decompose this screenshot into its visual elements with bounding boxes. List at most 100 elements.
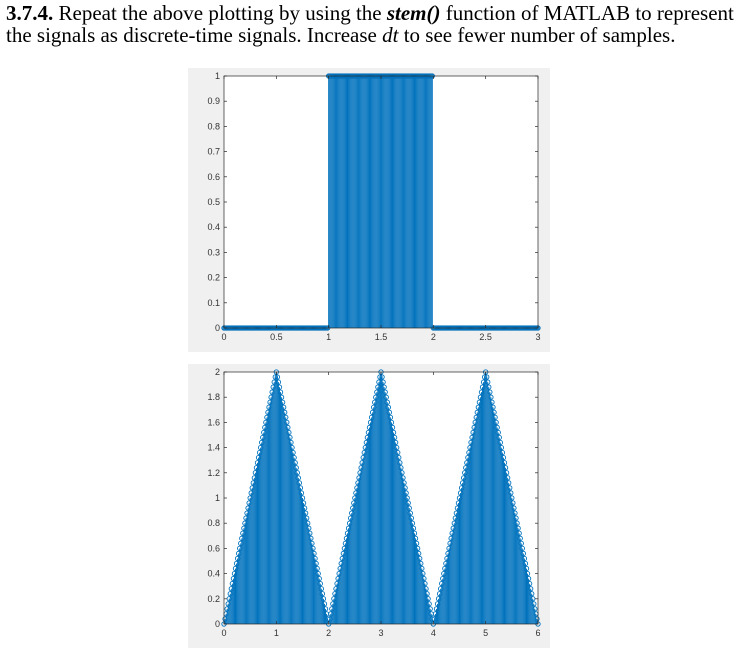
stem-marker	[339, 555, 345, 562]
stem-plot-rectangular-pulse: 0 0.5 1 1.5 2 2.5 3 0 0.1 0.2 0.3 0.4 0.5 0.6 0.7 0.8 0.…	[188, 68, 550, 352]
stem-marker	[444, 555, 450, 562]
stem-marker	[357, 470, 363, 476]
stem-marker	[353, 490, 359, 496]
y-tick-label: 0	[215, 619, 220, 629]
stem-marker	[496, 434, 502, 441]
stem-marker	[475, 404, 481, 410]
stem-marker	[463, 465, 469, 471]
stem-marker	[343, 535, 350, 541]
stem-marker	[531, 601, 537, 607]
stem-marker	[489, 399, 495, 405]
stem-marker	[468, 439, 474, 446]
stem-marker	[385, 404, 391, 410]
stem-marker	[465, 455, 471, 461]
stem-marker	[371, 404, 377, 410]
stem-marker	[316, 575, 322, 582]
stem-marker	[265, 409, 271, 415]
y-tick-label: 0.4	[207, 222, 220, 232]
y-tick-label: 0.2	[207, 273, 220, 283]
stem-marker	[521, 555, 528, 562]
stem-marker	[257, 444, 264, 451]
stem-marker	[502, 465, 509, 471]
stem-marker	[486, 384, 492, 390]
stem-marker	[447, 540, 453, 547]
x-tick-label: 6	[535, 628, 540, 638]
stem-marker	[318, 586, 324, 592]
x-tick-label: 1	[326, 332, 331, 342]
stem-marker	[492, 414, 498, 421]
exercise-number: 3.7.4.	[6, 1, 54, 25]
stem-marker	[251, 475, 258, 481]
stem-marker	[416, 550, 422, 557]
stem-marker	[320, 596, 327, 602]
stem-marker	[360, 455, 366, 461]
stem-marker	[412, 535, 419, 541]
stem-marker	[413, 540, 420, 547]
stem-marker	[493, 419, 499, 426]
stem-marker	[305, 520, 311, 526]
stem-marker	[301, 505, 308, 511]
stem-marker	[337, 565, 343, 572]
stem-marker	[498, 444, 505, 451]
stem-marker	[234, 555, 241, 562]
y-tick-label: 1.6	[207, 417, 220, 427]
stem-marker	[470, 429, 476, 436]
stem-marker	[471, 424, 477, 431]
stem-marker	[388, 419, 395, 426]
y-tick-label: 0.2	[207, 594, 220, 604]
stem-marker	[449, 530, 455, 536]
stem-marker	[526, 581, 533, 587]
y-tick-label: 2	[215, 367, 220, 377]
stem-marker	[440, 575, 446, 582]
stem-marker	[485, 379, 491, 385]
stem-marker	[400, 475, 406, 481]
x-tick-label: 3	[535, 332, 540, 342]
stem-marker	[284, 419, 290, 426]
stem-marker	[346, 520, 353, 526]
stem-marker	[418, 560, 424, 567]
stem-marker	[232, 565, 239, 572]
stem-marker	[276, 384, 283, 390]
stem-marker	[350, 505, 356, 511]
stem-marker	[464, 460, 470, 466]
stem-marker	[391, 434, 398, 441]
y-tick-label: 0.5	[207, 197, 220, 207]
stem-marker	[363, 439, 369, 446]
stem-marker	[438, 586, 444, 592]
stem-marker	[509, 495, 515, 501]
stem-marker	[501, 460, 508, 466]
stem-marker	[494, 424, 500, 431]
variable-name: dt	[382, 23, 399, 47]
stem-marker	[226, 596, 232, 602]
stem-marker	[355, 480, 361, 486]
stem-marker	[467, 444, 473, 451]
stem-marker	[246, 500, 252, 506]
stem-marker	[347, 515, 354, 521]
stem-marker	[359, 460, 365, 466]
stem-marker	[298, 490, 305, 496]
y-tick-label: 1	[215, 493, 220, 503]
stem-marker	[532, 606, 538, 612]
stem-marker	[395, 449, 401, 456]
stem-series	[328, 76, 433, 328]
x-tick-label: 2	[431, 332, 436, 342]
stem-marker	[456, 495, 463, 501]
stem-marker	[429, 616, 435, 622]
stem-marker	[342, 540, 349, 547]
stem-marker	[512, 510, 518, 516]
stem-marker	[453, 510, 460, 516]
stem-marker	[334, 581, 340, 587]
stem-marker	[445, 550, 451, 557]
stem-marker	[366, 424, 373, 431]
stem-marker	[410, 525, 417, 531]
stem-marker	[254, 460, 261, 466]
stem-marker	[434, 601, 441, 607]
stem-marker	[328, 611, 334, 617]
stem-marker	[358, 465, 364, 471]
stem-marker	[459, 480, 466, 486]
stem-marker	[420, 570, 426, 577]
stem-marker	[297, 485, 304, 491]
stem-marker	[425, 596, 431, 602]
y-tick-label: 0.8	[207, 121, 220, 131]
stem-marker	[511, 505, 517, 511]
